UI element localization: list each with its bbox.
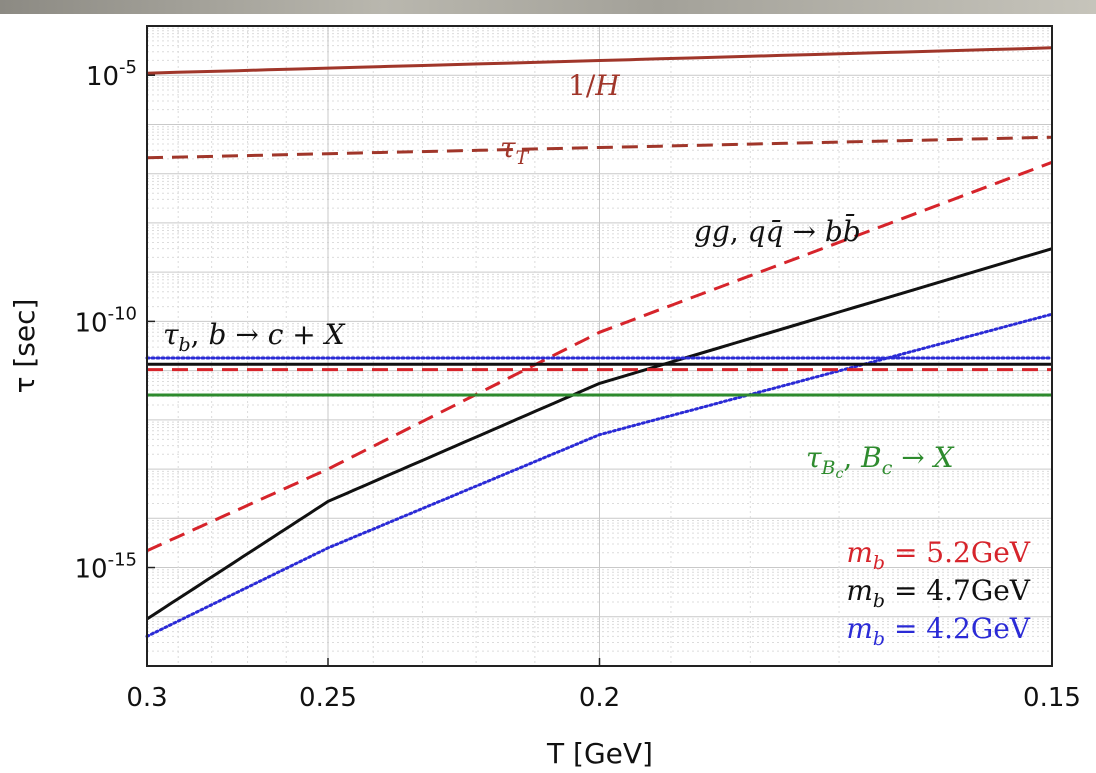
x-axis-label: T [GeV] bbox=[546, 737, 653, 770]
y-axis-label: τ [sec] bbox=[8, 299, 41, 394]
y-ticks: 10-5 10-10 10-15 bbox=[75, 57, 155, 585]
annotation-tau-b: τb, b → c + X bbox=[163, 318, 346, 356]
annotation-tau-bc: τBc, Bc → X bbox=[806, 441, 955, 482]
x-tick-label: 0.3 bbox=[126, 683, 167, 713]
legend-entry-4-2: mb = 4.2GeV bbox=[846, 612, 1030, 650]
x-tick-label: 0.15 bbox=[1023, 683, 1081, 713]
annotation-tau-t: τT bbox=[500, 131, 530, 169]
background-strip bbox=[0, 0, 1096, 14]
legend-entry-4-7: mb = 4.7GeV bbox=[846, 574, 1030, 612]
y-tick-label: 10-5 bbox=[86, 57, 137, 92]
x-ticks: 0.3 0.25 0.2 0.15 bbox=[126, 658, 1081, 713]
legend-entry-5-2: mb = 5.2GeV bbox=[846, 536, 1030, 574]
series-line-3 bbox=[146, 247, 1053, 621]
series-line-2 bbox=[146, 160, 1053, 553]
series-line-0 bbox=[146, 46, 1053, 75]
legend: mb = 5.2GeV mb = 4.7GeV mb = 4.2GeV bbox=[846, 536, 1030, 650]
series-line-1 bbox=[146, 135, 1053, 160]
series-group bbox=[145, 46, 1054, 638]
x-tick-label: 0.2 bbox=[579, 683, 620, 713]
y-tick-label: 10-10 bbox=[75, 303, 138, 338]
annotation-production: gg, qq̄ → bb̄ bbox=[694, 213, 861, 248]
y-tick-label: 10-15 bbox=[75, 550, 138, 585]
series-line-4 bbox=[145, 312, 1054, 638]
x-tick-label: 0.25 bbox=[299, 683, 357, 713]
annotation-hubble: 1/H bbox=[568, 69, 620, 102]
